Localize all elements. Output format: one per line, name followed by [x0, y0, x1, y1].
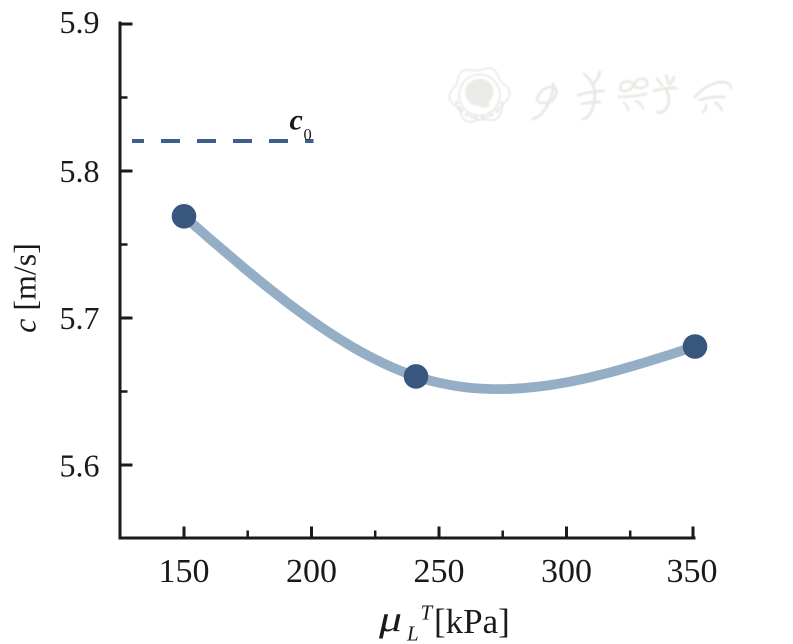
svg-text:200: 200	[286, 553, 337, 590]
svg-text:0: 0	[304, 125, 312, 144]
svg-text:5.9: 5.9	[60, 4, 100, 40]
svg-text:L: L	[406, 622, 419, 644]
svg-text:150: 150	[159, 553, 210, 590]
svg-text:μ: μ	[378, 599, 402, 639]
svg-text:T: T	[421, 601, 434, 625]
svg-text:5.8: 5.8	[60, 153, 100, 189]
svg-text:250: 250	[414, 553, 465, 590]
svg-text:300: 300	[541, 553, 592, 590]
svg-text:c: c	[290, 104, 303, 137]
svg-text:5.6: 5.6	[60, 448, 100, 484]
svg-text:350: 350	[667, 553, 718, 590]
svg-text:c [m/s]: c [m/s]	[7, 243, 43, 333]
svg-text:5.7: 5.7	[60, 300, 100, 336]
svg-text:[kPa]: [kPa]	[434, 602, 510, 641]
